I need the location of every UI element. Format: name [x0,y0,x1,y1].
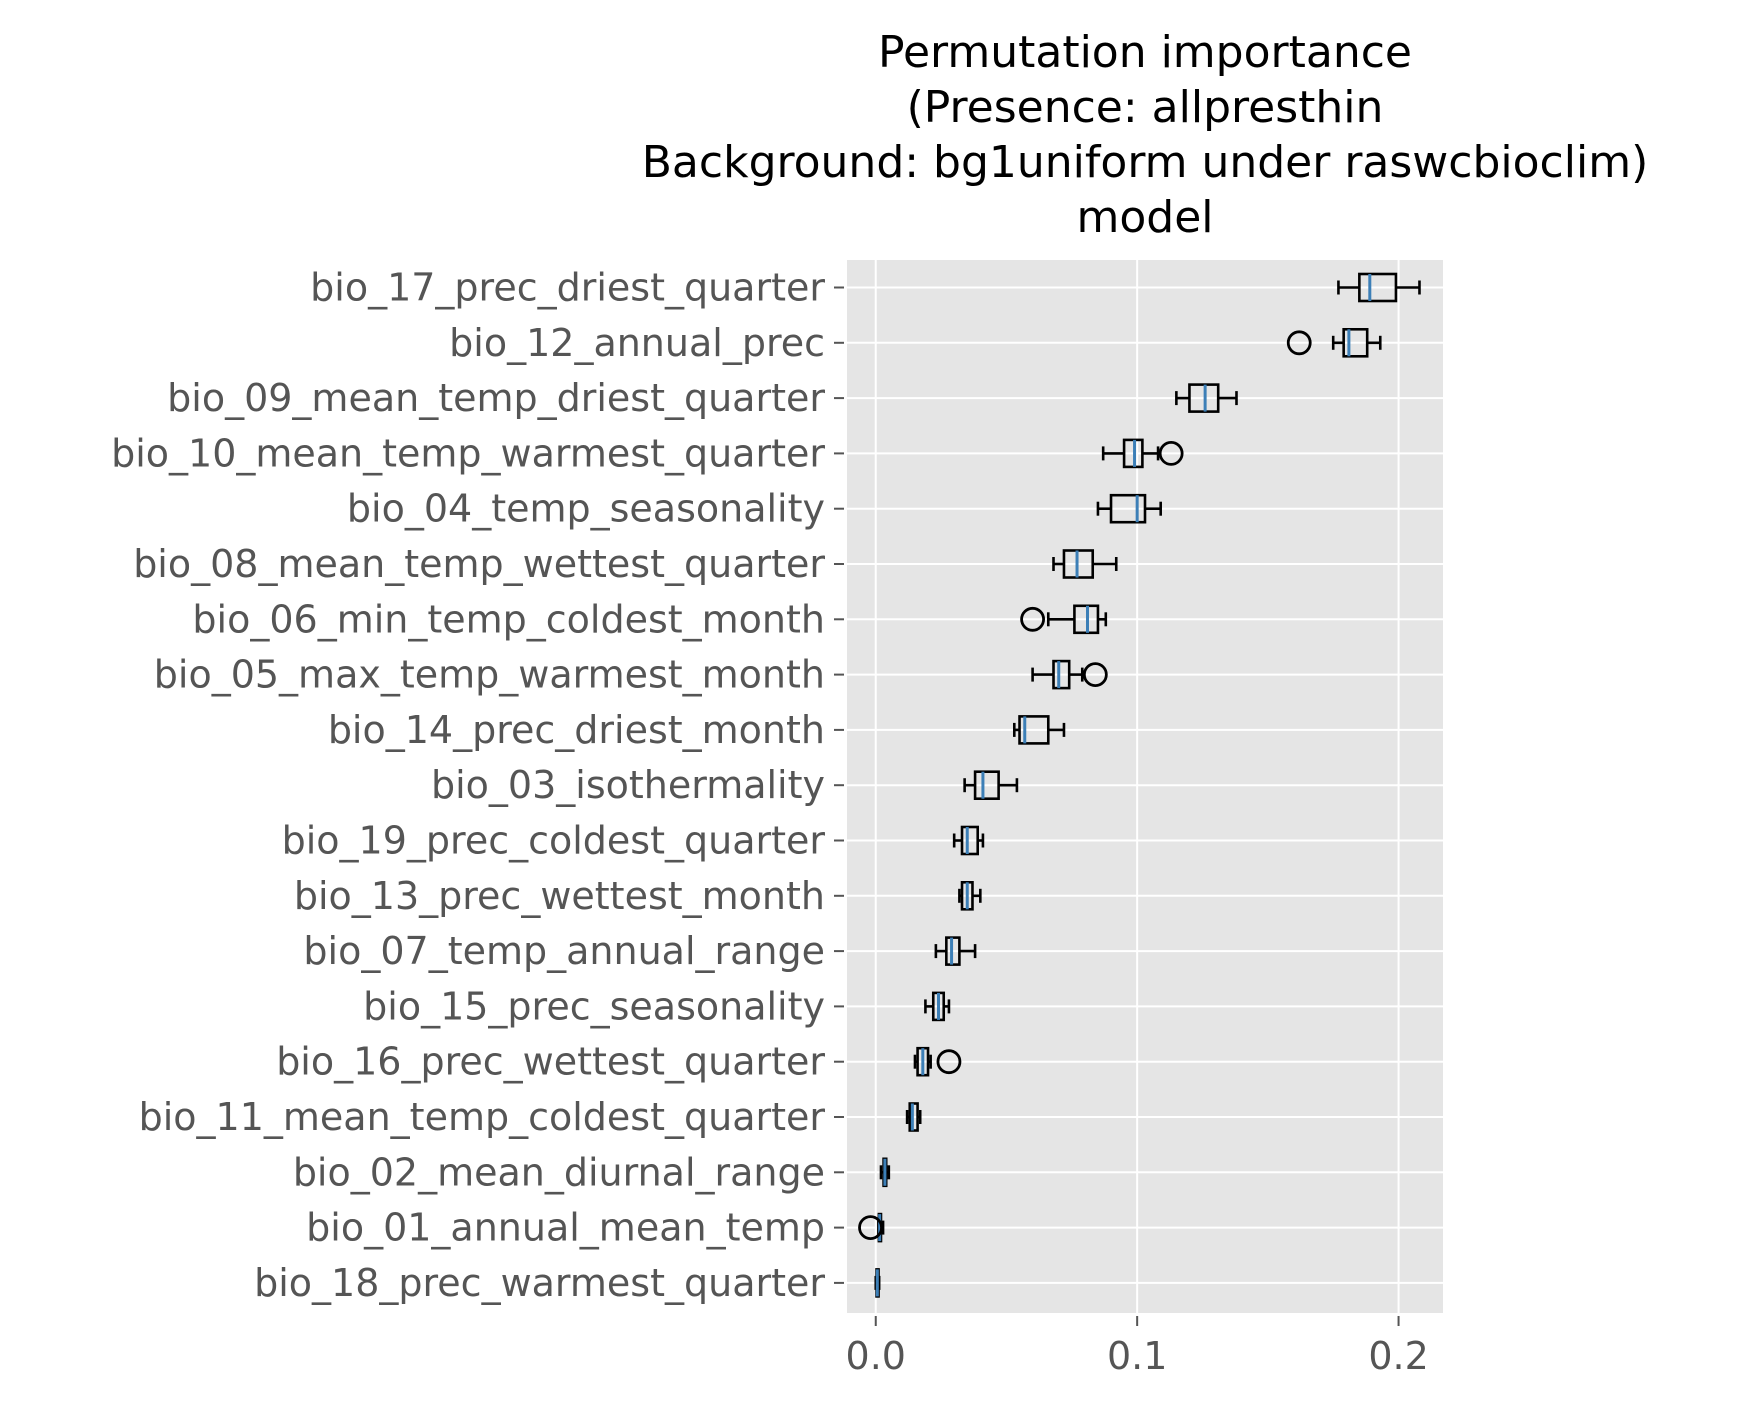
boxes [858,272,1421,1298]
box-bio_19_prec_coldest_quarter [952,825,985,856]
plot-area [847,260,1443,1313]
box-bio_16_prec_wettest_quarter [913,1046,962,1077]
title-line-4: model [1076,192,1213,243]
x-tick-label: 0.0 [846,1334,906,1378]
box-bio_11_mean_temp_coldest_quarter [905,1102,922,1132]
box-bio_09_mean_temp_driest_quarter [1175,383,1238,413]
y-tick-label: bio_08_mean_temp_wettest_quarter [133,542,825,586]
x-tick-label: 0.1 [1107,1334,1167,1378]
iqr-box [1342,327,1369,358]
box-bio_03_isothermality [963,770,1019,801]
y-tick-label: bio_12_annual_prec [449,321,825,365]
box-bio_04_temp_seasonality [1096,493,1162,524]
outlier-point [1286,330,1312,356]
iqr-box [1052,659,1071,690]
y-axis: bio_17_prec_driest_quarter bio_12_annual_… [111,266,844,1305]
grid-lines [847,260,1443,1313]
y-tick-label: bio_16_prec_wettest_quarter [276,1040,825,1084]
x-axis: 0.0 0.1 0.2 [846,1316,1429,1378]
box-bio_10_mean_temp_warmest_quarter [1101,438,1184,469]
y-tick-label: bio_18_prec_warmest_quarter [254,1261,825,1305]
box-bio_13_prec_wettest_month [958,880,982,911]
box-bio_07_temp_annual_range [934,936,977,966]
box-bio_08_mean_temp_wettest_quarter [1052,549,1118,579]
iqr-box [960,825,980,856]
box-bio_02_mean_diurnal_range [879,1157,891,1188]
y-tick-label: bio_03_isothermality [431,763,825,807]
box-bio_05_max_temp_warmest_month [1031,659,1108,690]
box-bio_14_prec_driest_month [1012,715,1066,745]
y-tick-label: bio_01_annual_mean_temp [306,1206,825,1250]
title-line-3: Background: bg1uniform under raswcbiocli… [642,137,1648,188]
outlier-point [1020,606,1045,632]
y-tick-label: bio_17_prec_driest_quarter [310,266,825,310]
y-tick-label: bio_09_mean_temp_driest_quarter [167,376,825,420]
outlier-point [936,1049,962,1075]
y-tick-label: bio_02_mean_diurnal_range [293,1150,825,1194]
chart-title: Permutation importance (Presence: allpre… [642,27,1648,243]
title-line-2: (Presence: allpresthin [907,82,1384,133]
y-tick-label: bio_15_prec_seasonality [363,984,825,1028]
iqr-box [1358,272,1398,303]
y-tick-label: bio_19_prec_coldest_quarter [282,819,826,863]
y-tick-label: bio_13_prec_wettest_month [294,874,825,918]
iqr-box [1018,715,1050,745]
box-bio_18_prec_warmest_quarter [874,1268,881,1298]
box-bio_06_min_temp_coldest_month [1020,604,1108,635]
x-tick-label: 0.2 [1368,1334,1428,1378]
iqr-box [973,770,1000,801]
y-tick-label: bio_06_min_temp_coldest_month [192,597,825,641]
box-bio_01_annual_mean_temp [858,1212,885,1243]
box-bio_12_annual_prec [1286,327,1382,358]
y-tick-label: bio_11_mean_temp_coldest_quarter [139,1095,826,1139]
iqr-box [1109,493,1147,524]
y-tick-label: bio_05_max_temp_warmest_month [154,653,825,697]
y-tick-label: bio_14_prec_driest_month [328,708,825,752]
outlier-point [1158,440,1184,466]
y-tick-label: bio_04_temp_seasonality [347,487,825,531]
box-bio_17_prec_driest_quarter [1337,272,1421,303]
y-tick-label: bio_10_mean_temp_warmest_quarter [111,431,825,475]
box-bio_15_prec_seasonality [924,991,951,1022]
y-tick-label: bio_07_temp_annual_range [303,929,825,973]
outlier-point [858,1215,883,1240]
title-line-1: Permutation importance [878,27,1412,78]
outlier-point [1082,662,1108,687]
